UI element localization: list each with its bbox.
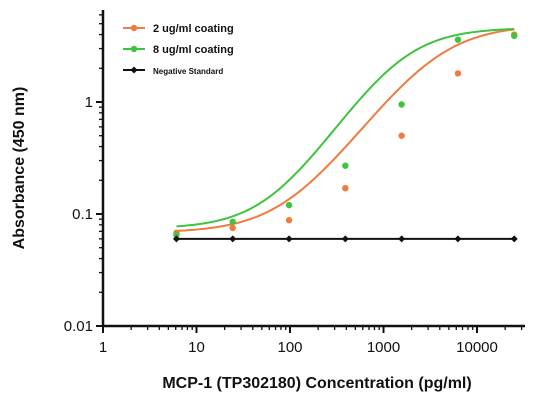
legend-marker-1 <box>130 45 138 53</box>
legend: 2 ug/ml coating 8 ug/ml coating Negative S… <box>123 23 234 76</box>
data-point-1 <box>454 36 462 43</box>
y-tick-label: 0.1 <box>72 206 93 223</box>
x-tick-label: 10000 <box>456 339 498 356</box>
fit-curves <box>176 27 515 240</box>
y-ticks: 0.01 0.1 1 <box>64 14 103 335</box>
x-tick-label: 1 <box>99 339 107 356</box>
data-point-1 <box>173 231 180 239</box>
data-point-0 <box>229 224 236 232</box>
data-point-2 <box>510 235 518 243</box>
legend-label-1: 8 ug/ml coating <box>153 44 234 56</box>
legend-marker-0 <box>130 24 138 32</box>
data-point-1 <box>398 101 405 108</box>
x-tick-label: 10 <box>188 339 205 356</box>
x-axis-title: MCP-1 (TP302180) Concentration (pg/ml) <box>162 375 471 392</box>
data-point-2 <box>454 235 462 243</box>
data-point-0 <box>398 132 405 139</box>
legend-label-0: 2 ug/ml coating <box>153 23 234 35</box>
x-ticks: 1 10 100 1000 10000 <box>99 326 523 356</box>
data-point-2 <box>229 235 237 243</box>
y-tick-label: 0.01 <box>64 318 93 335</box>
data-point-2 <box>172 235 180 243</box>
data-point-0 <box>285 217 293 224</box>
x-tick-label: 1000 <box>367 339 400 356</box>
legend-label-2: Negative Standard <box>153 67 223 76</box>
axes <box>101 10 525 328</box>
data-point-0 <box>342 184 349 192</box>
data-point-2 <box>285 235 293 243</box>
legend-marker-2 <box>130 66 138 74</box>
x-tick-label: 100 <box>277 339 302 356</box>
data-points <box>172 31 518 243</box>
data-point-1 <box>285 201 293 209</box>
data-point-0 <box>454 70 462 77</box>
y-tick-label: 1 <box>85 94 93 111</box>
series-line-1 <box>176 27 515 228</box>
series-line-0 <box>176 28 515 232</box>
data-point-1 <box>511 32 518 40</box>
data-point-1 <box>342 162 349 169</box>
data-point-1 <box>229 218 236 226</box>
y-axis-title: Absorbance (450 nm) <box>11 87 28 250</box>
data-point-2 <box>341 235 349 243</box>
data-point-2 <box>398 235 406 243</box>
